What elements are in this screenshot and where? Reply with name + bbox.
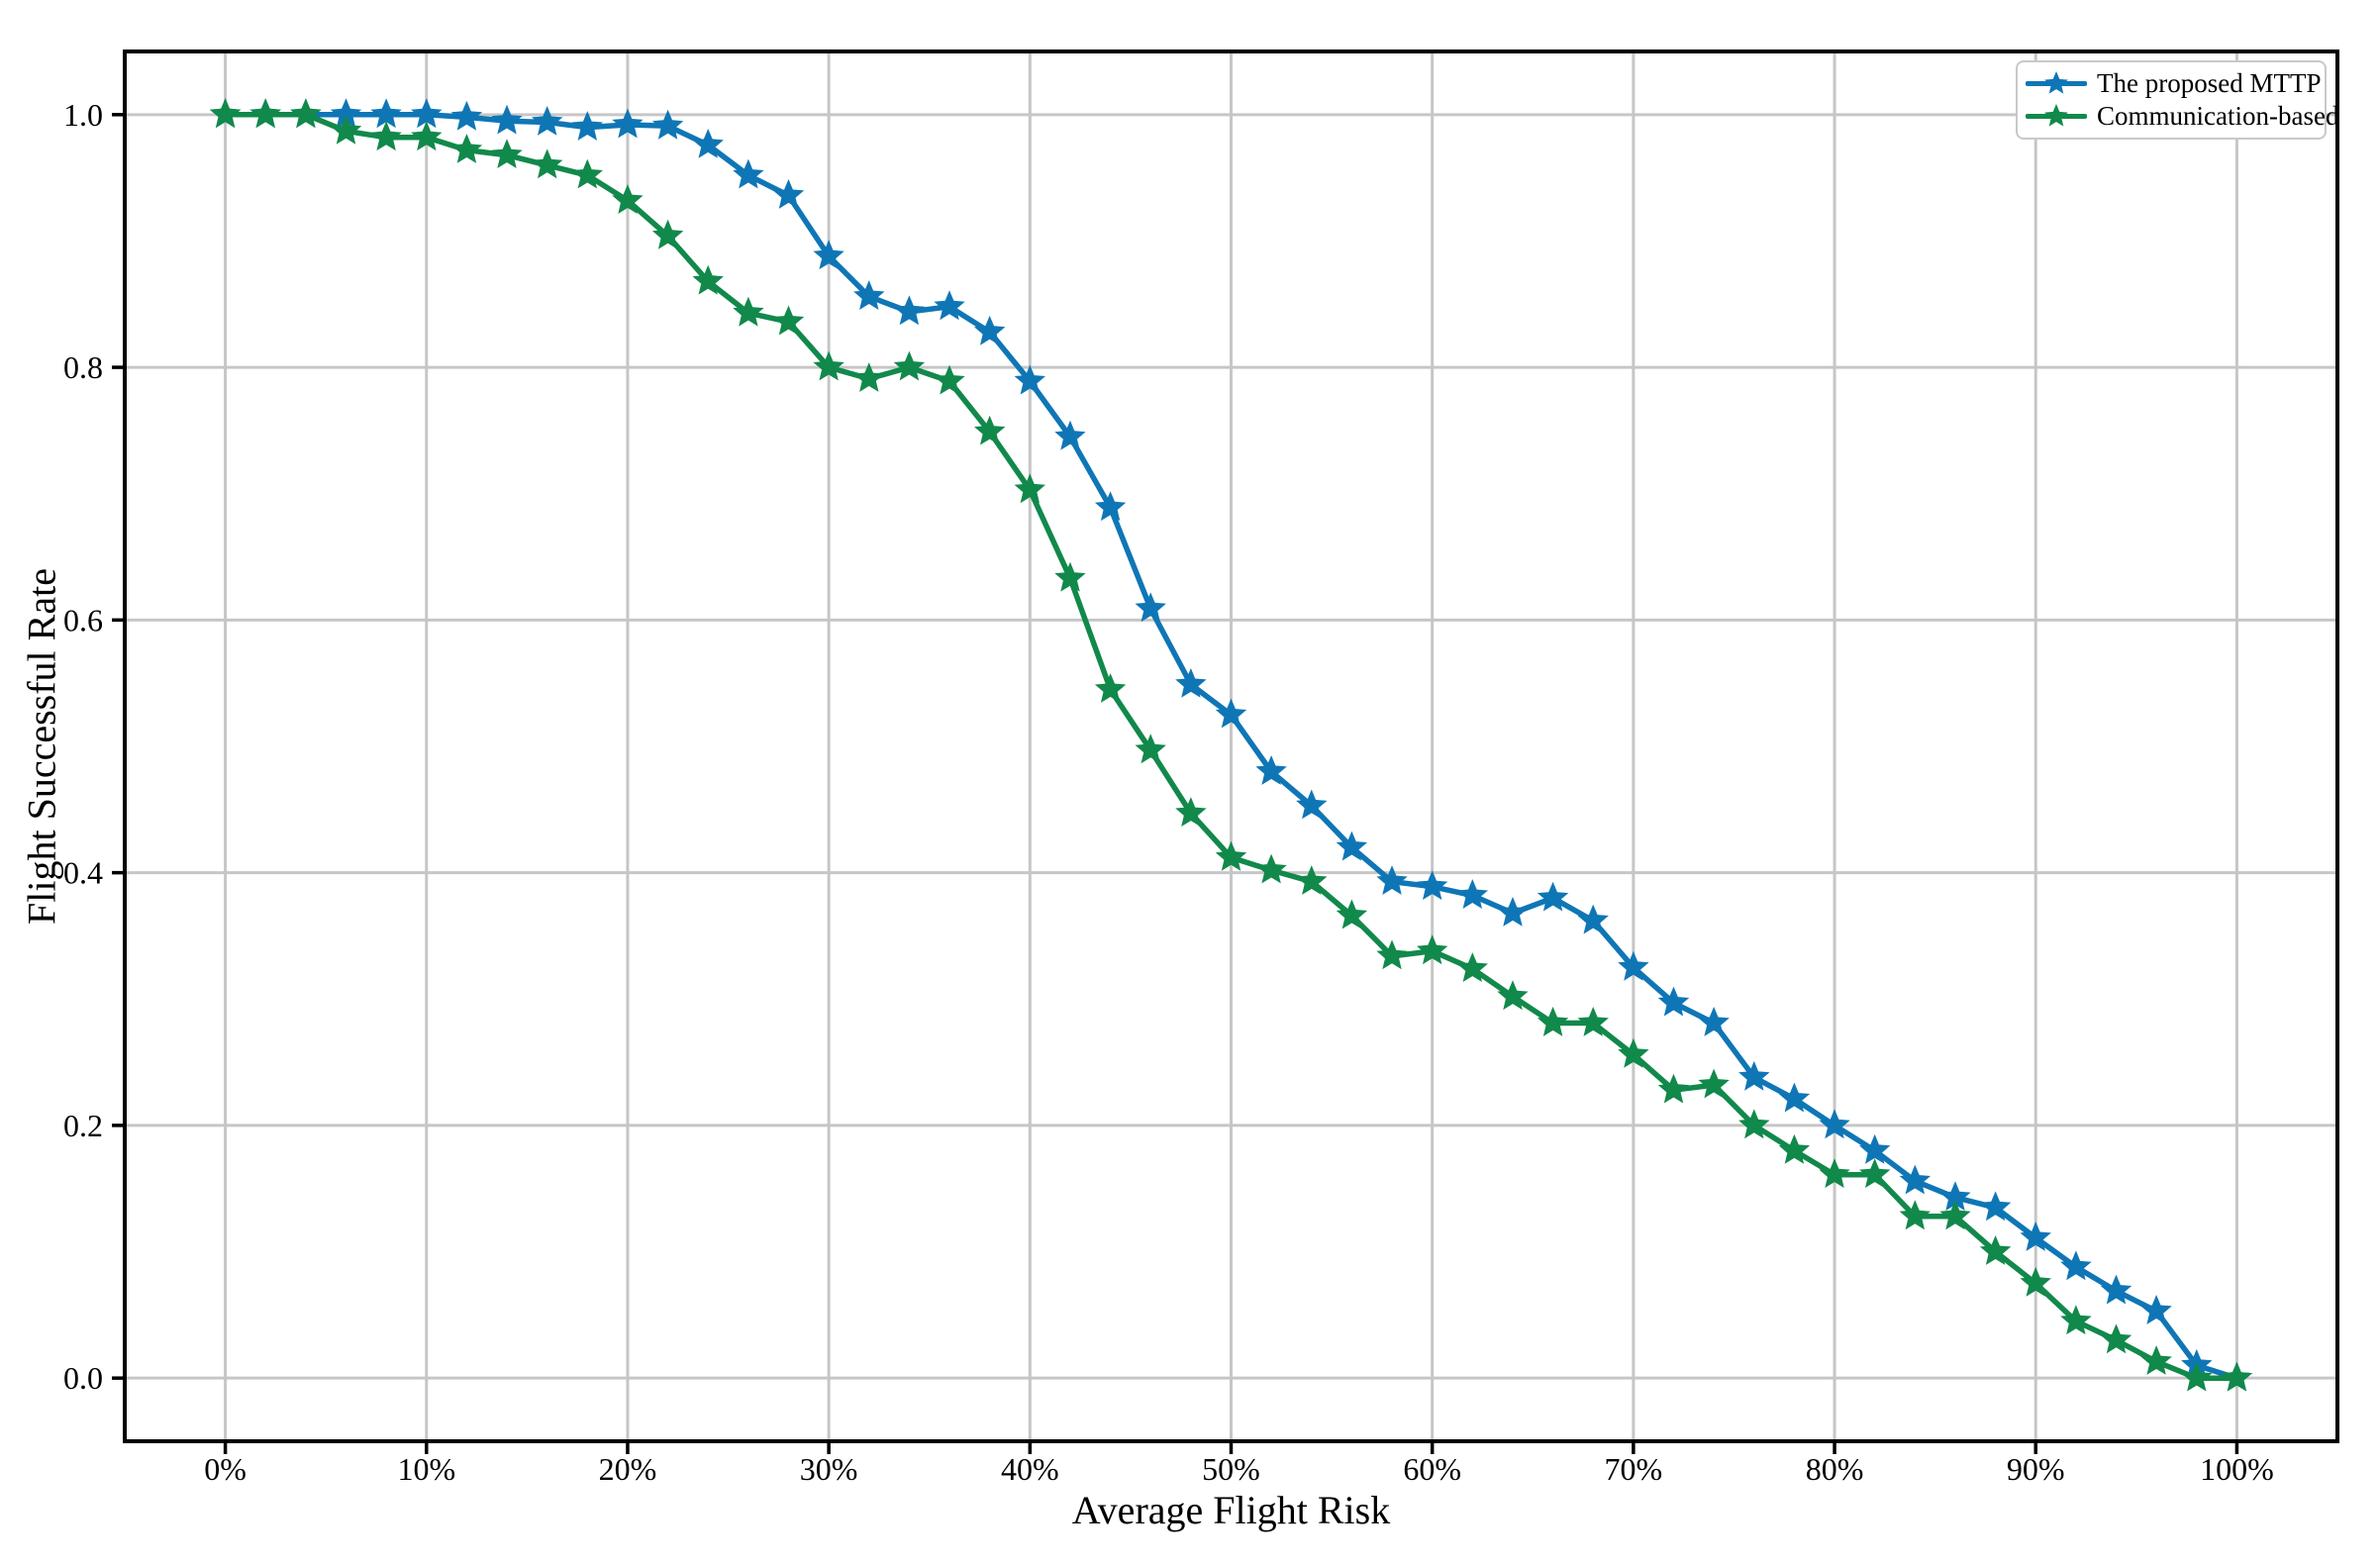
legend-entry-communication-based: Communication-based (2026, 100, 2338, 133)
x-tick-label: 100% (2200, 1451, 2274, 1487)
y-tick-label: 0.6 (63, 602, 103, 637)
x-tick-label: 50% (1202, 1451, 1260, 1487)
legend-label: Communication-based (2097, 101, 2339, 131)
x-tick-label: 80% (1806, 1451, 1864, 1487)
legend-label: The proposed MTTP (2097, 68, 2322, 98)
y-tick-label: 0.0 (63, 1360, 103, 1396)
x-tick-label: 70% (1605, 1451, 1663, 1487)
x-tick-label: 30% (800, 1451, 858, 1487)
x-tick-label: 0% (204, 1451, 247, 1487)
y-axis-title: Flight Successful Rate (19, 568, 64, 925)
y-tick-label: 1.0 (63, 97, 103, 133)
legend-line-star-icon (2026, 104, 2087, 127)
x-tick-label: 10% (397, 1451, 455, 1487)
x-tick-label: 20% (599, 1451, 657, 1487)
legend-entry-proposed-mttp: The proposed MTTP (2026, 67, 2321, 100)
legend: The proposed MTTP Communication-based (2016, 60, 2338, 140)
y-tick-label: 0.8 (63, 349, 103, 385)
x-tick-label: 60% (1403, 1451, 1461, 1487)
x-tick-label: 40% (1001, 1451, 1059, 1487)
y-tick-label: 0.4 (63, 855, 103, 891)
legend-line-star-icon (2026, 71, 2087, 94)
x-tick-label: 90% (2007, 1451, 2065, 1487)
x-axis-title: Average Flight Risk (1071, 1488, 1391, 1532)
y-tick-label: 0.2 (63, 1108, 103, 1143)
